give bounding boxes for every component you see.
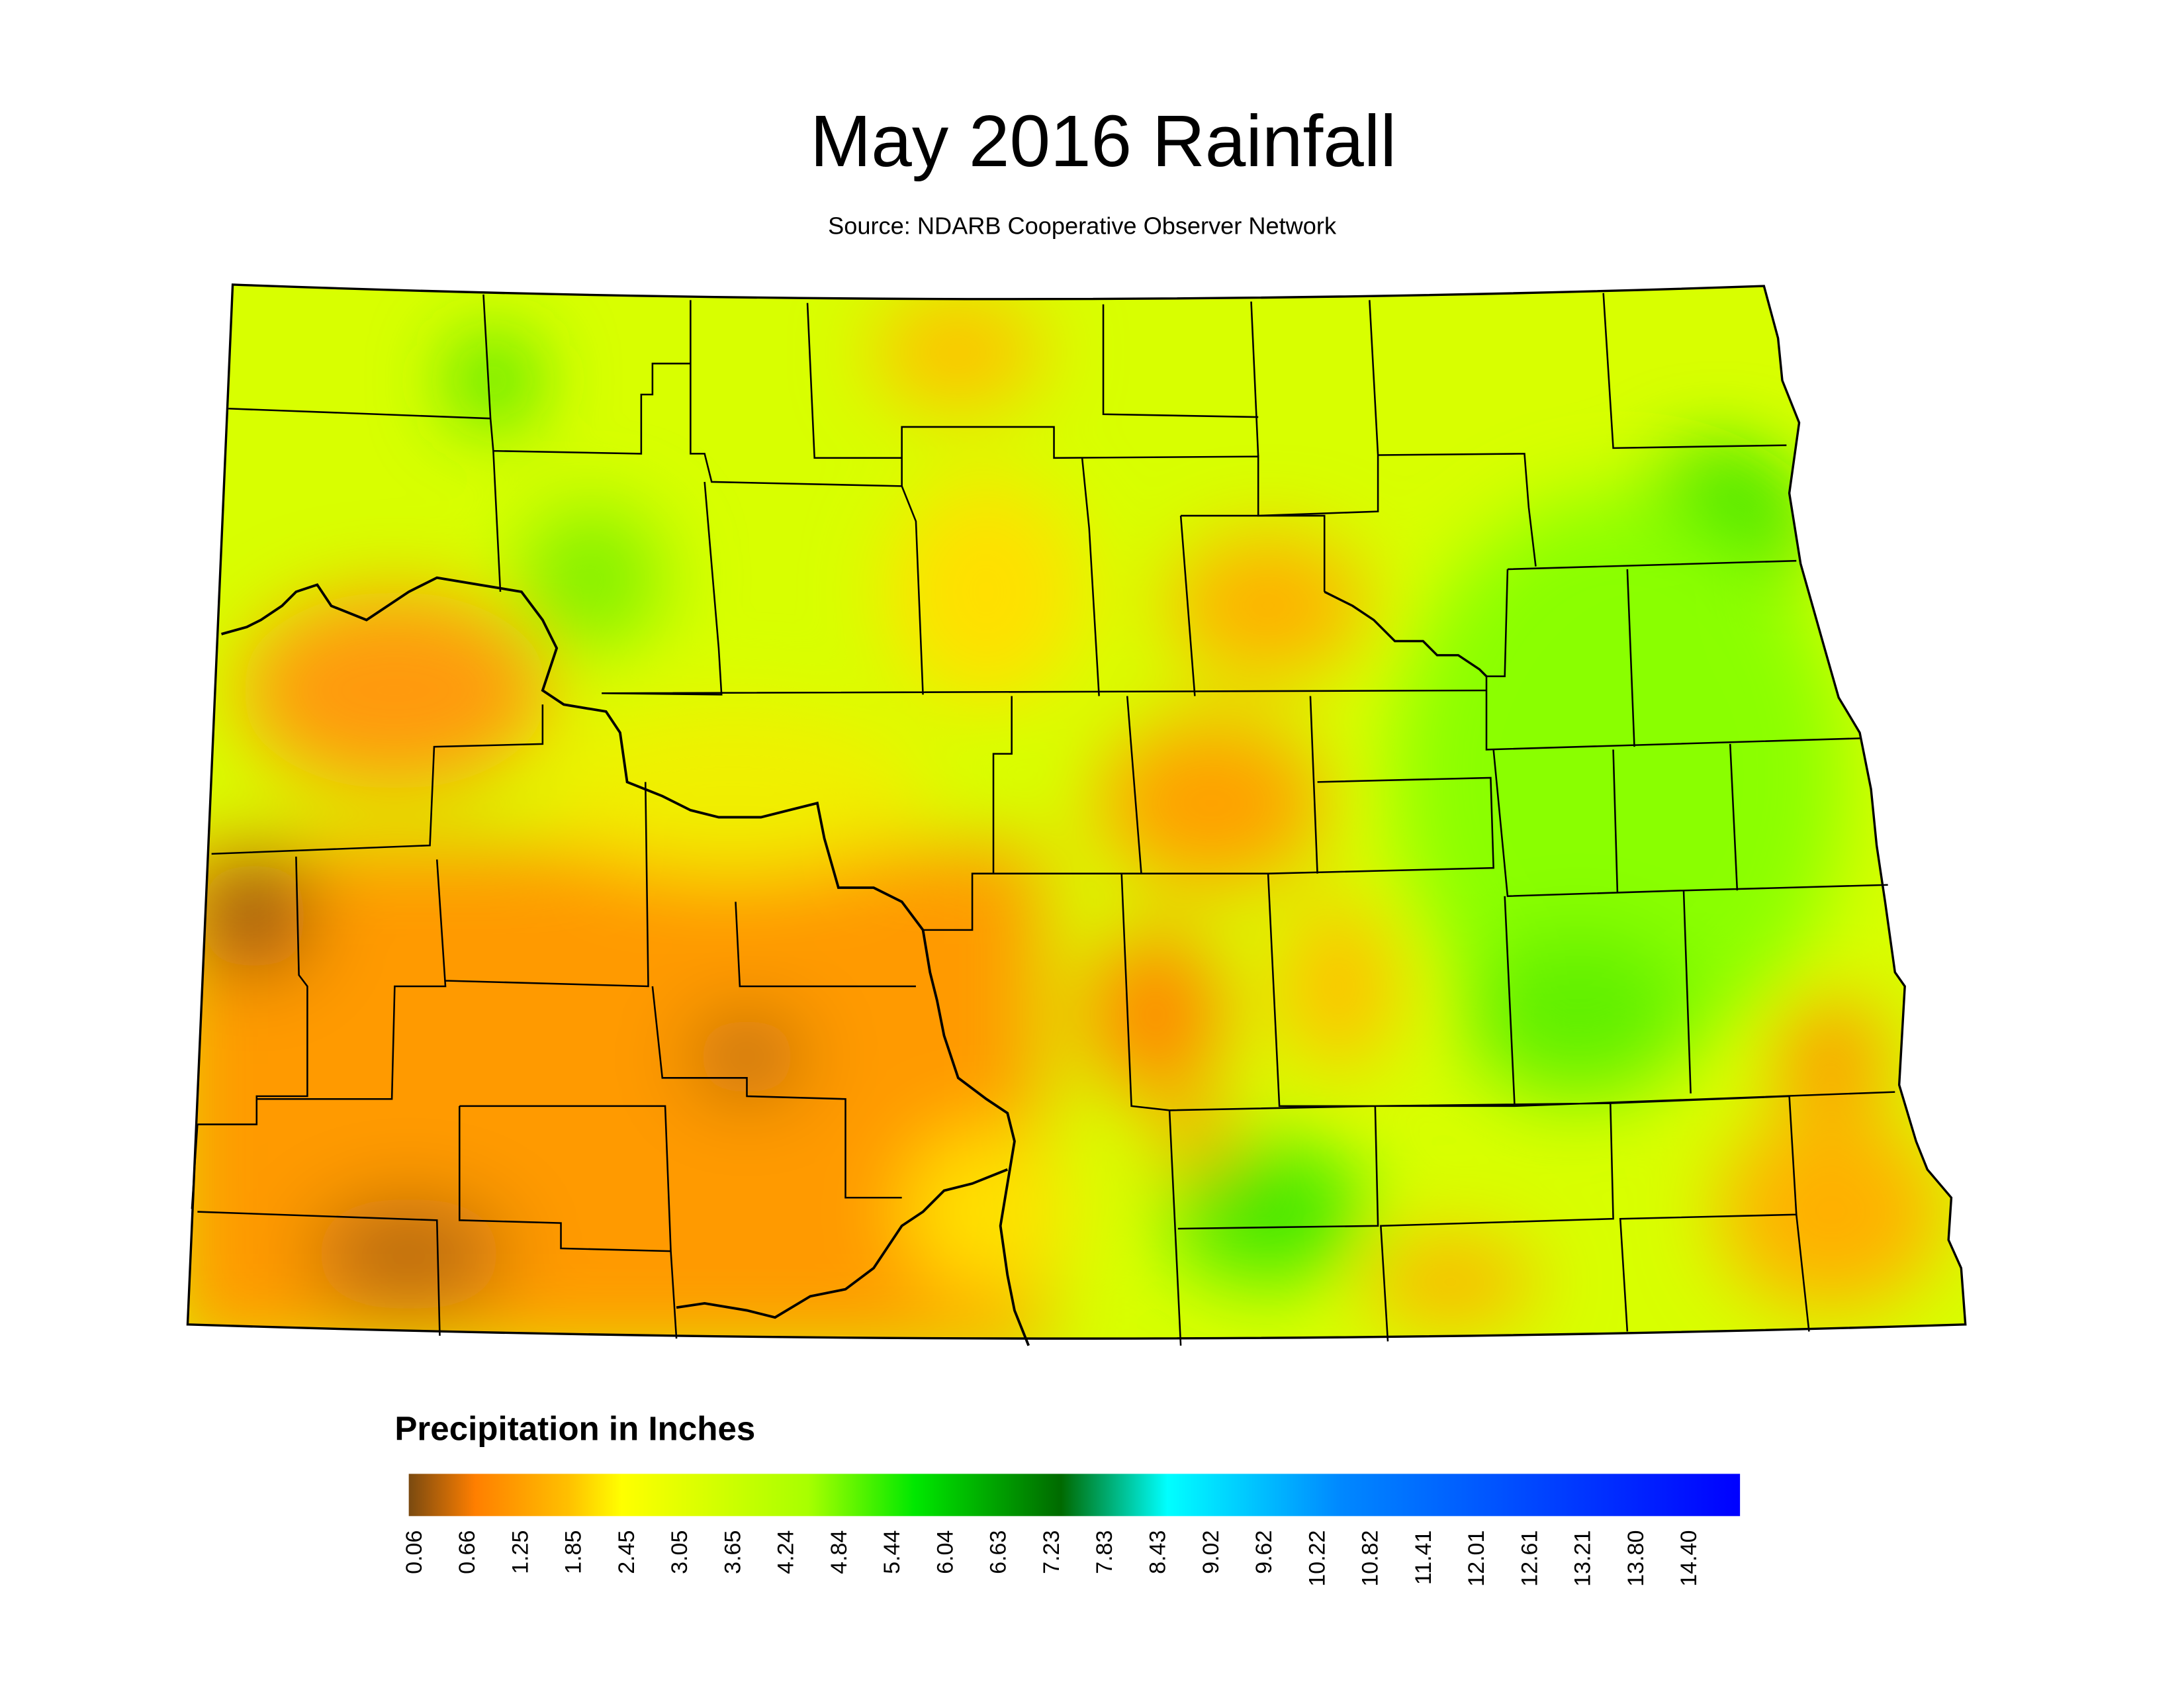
legend-tick-label: 3.65 (720, 1530, 745, 1574)
legend-tick-label: 12.01 (1464, 1530, 1489, 1587)
rainfall-field (187, 284, 1966, 1339)
legend-tick-label: 14.40 (1676, 1530, 1702, 1587)
legend-tick-label: 7.23 (1039, 1530, 1064, 1574)
legend-tick-label: 13.21 (1570, 1530, 1596, 1587)
legend-tick-label: 6.63 (986, 1530, 1011, 1574)
legend-tick-label: 0.06 (402, 1530, 427, 1574)
legend-tick-label: 9.62 (1251, 1530, 1277, 1574)
legend-tick-label: 1.25 (508, 1530, 533, 1574)
legend-tick-label: 11.41 (1411, 1530, 1436, 1585)
map-title: May 2016 Rainfall (810, 101, 1396, 182)
legend-title: Precipitation in Inches (394, 1409, 755, 1447)
legend-tick-label: 6.04 (933, 1530, 958, 1574)
sheyenne-river (1324, 590, 1488, 677)
legend-tick-label: 10.22 (1304, 1530, 1330, 1587)
legend-tick-label: 3.05 (667, 1530, 692, 1574)
legend-tick-label: 4.84 (827, 1530, 852, 1574)
map-subtitle: Source: NDARB Cooperative Observer Netwo… (828, 212, 1337, 239)
legend-tick-label: 2.45 (614, 1530, 639, 1574)
color-bar (408, 1474, 1741, 1517)
legend-ticks: 0.06 0.66 1.25 1.85 2.45 3.05 3.65 4.24 4.84 5.44… (402, 1530, 1702, 1587)
legend-tick-label: 0.66 (455, 1530, 480, 1574)
missouri-river (221, 576, 1030, 1346)
legend-tick-label: 7.83 (1092, 1530, 1117, 1574)
legend-tick-label: 10.82 (1358, 1530, 1383, 1587)
legend-tick-label: 1.85 (561, 1530, 586, 1574)
legend-tick-label: 4.24 (774, 1530, 799, 1574)
legend-tick-label: 12.61 (1517, 1530, 1542, 1587)
legend-tick-label: 9.02 (1199, 1530, 1224, 1574)
county-lines (191, 293, 1895, 1346)
legend-tick-label: 5.44 (880, 1530, 905, 1574)
legend-tick-label: 8.43 (1146, 1530, 1171, 1574)
legend-tick-label: 13.80 (1623, 1530, 1649, 1587)
